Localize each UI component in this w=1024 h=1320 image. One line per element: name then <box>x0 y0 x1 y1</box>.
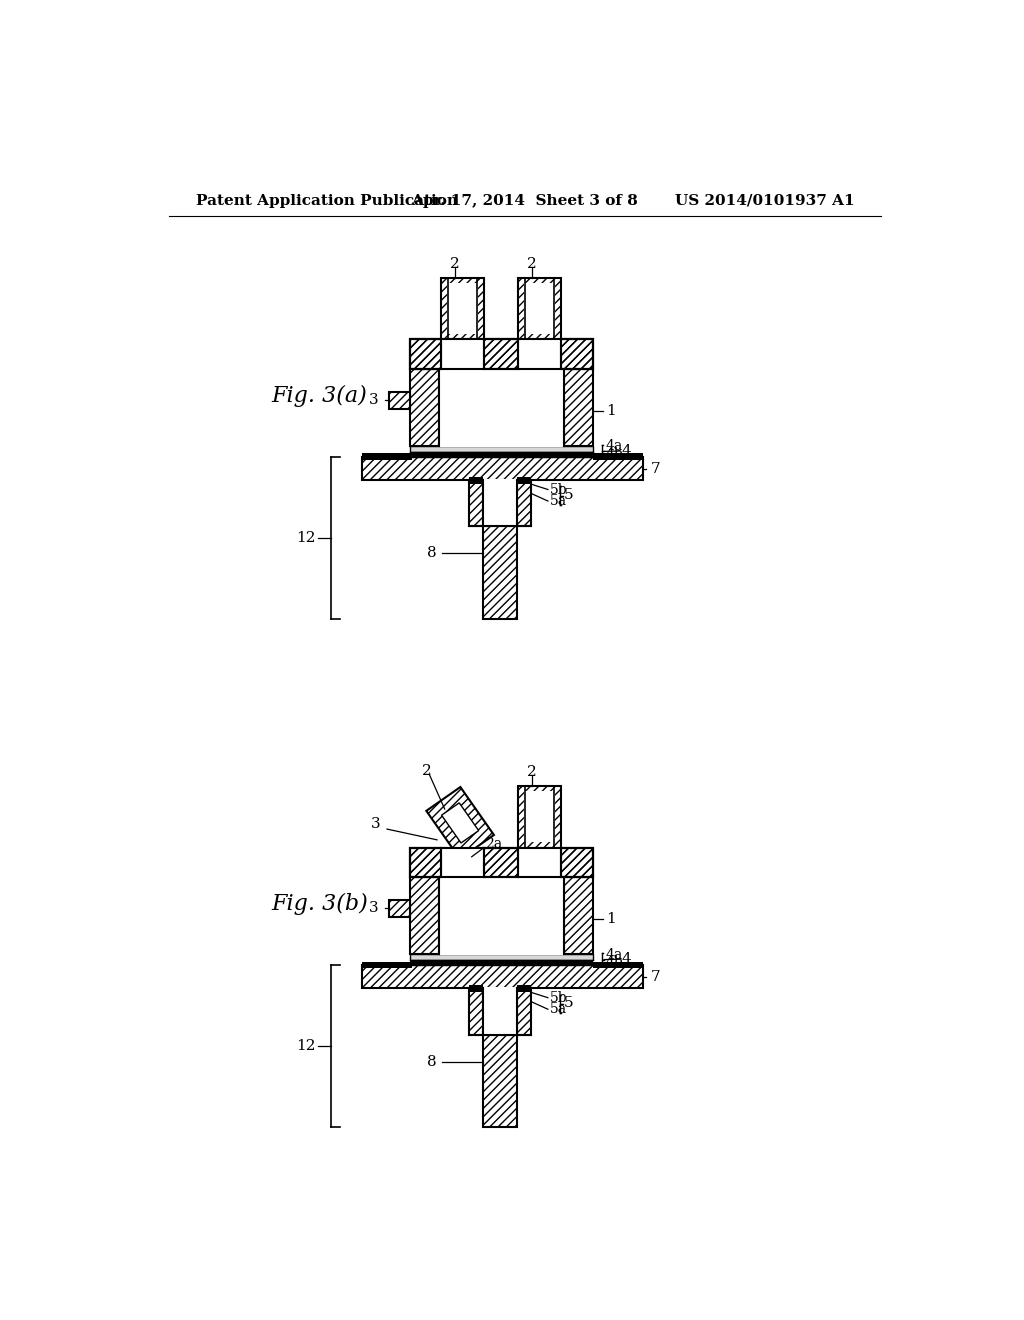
Bar <box>483 527 517 619</box>
Bar <box>410 339 593 368</box>
Bar <box>361 961 412 969</box>
Polygon shape <box>426 787 494 859</box>
Polygon shape <box>441 803 478 843</box>
Bar <box>518 785 561 847</box>
Bar <box>518 339 561 368</box>
Bar <box>361 965 643 989</box>
Bar <box>438 368 564 446</box>
Bar <box>524 792 554 841</box>
Text: US 2014/0101937 A1: US 2014/0101937 A1 <box>675 194 854 207</box>
Text: 5: 5 <box>564 997 573 1010</box>
Bar <box>361 453 412 461</box>
Bar <box>469 480 483 527</box>
Text: 2: 2 <box>527 257 537 271</box>
Bar <box>469 989 483 1035</box>
Bar <box>469 478 483 484</box>
Text: 5b: 5b <box>550 483 568 496</box>
Bar <box>483 480 517 527</box>
Bar <box>484 847 518 876</box>
Text: 1: 1 <box>606 404 616 418</box>
Text: 8: 8 <box>427 1055 436 1069</box>
Text: 3: 3 <box>370 393 379 407</box>
Bar <box>484 339 518 368</box>
Bar <box>441 339 484 368</box>
Bar <box>524 284 554 333</box>
Text: 5a: 5a <box>550 1002 567 1016</box>
Bar <box>469 985 483 993</box>
Bar <box>410 960 593 965</box>
Bar <box>438 876 564 954</box>
Bar <box>388 900 410 917</box>
Bar <box>483 989 517 1035</box>
Bar <box>447 284 477 333</box>
Text: 4b: 4b <box>605 447 624 461</box>
Bar <box>441 847 484 876</box>
Bar <box>410 954 593 960</box>
Bar <box>410 847 441 876</box>
Text: 5: 5 <box>564 488 573 502</box>
Text: 2: 2 <box>451 257 460 271</box>
Bar <box>517 985 531 993</box>
Bar <box>564 368 593 446</box>
Bar <box>518 277 561 339</box>
Bar <box>593 961 643 969</box>
Text: 12: 12 <box>296 531 315 545</box>
Bar <box>410 339 593 368</box>
Bar <box>564 876 593 954</box>
Text: 7: 7 <box>650 970 659 983</box>
Bar <box>410 446 593 451</box>
Bar <box>388 392 410 409</box>
Bar <box>518 847 561 876</box>
Bar <box>517 480 531 527</box>
Bar <box>410 339 441 368</box>
Text: 5a: 5a <box>550 494 567 508</box>
Bar <box>361 457 643 480</box>
Text: 2: 2 <box>527 766 537 779</box>
Text: 1: 1 <box>606 912 616 927</box>
Bar <box>441 277 484 339</box>
Text: Fig. 3(b): Fig. 3(b) <box>271 892 369 915</box>
Text: 12: 12 <box>296 1039 315 1053</box>
Bar <box>410 847 593 876</box>
Text: 4b: 4b <box>605 956 624 969</box>
Text: Patent Application Publication: Patent Application Publication <box>196 194 458 207</box>
Text: Apr. 17, 2014  Sheet 3 of 8: Apr. 17, 2014 Sheet 3 of 8 <box>412 194 638 207</box>
Text: 2a: 2a <box>485 837 503 850</box>
Text: 4: 4 <box>622 952 632 966</box>
Bar <box>410 451 593 457</box>
Text: 2: 2 <box>422 763 431 777</box>
Bar <box>561 339 593 368</box>
Text: 3: 3 <box>370 902 379 915</box>
Bar <box>483 1035 517 1127</box>
Bar <box>561 847 593 876</box>
Text: 4a: 4a <box>605 948 623 961</box>
Text: 3: 3 <box>371 817 381 832</box>
Bar <box>517 478 531 484</box>
Text: Fig. 3(a): Fig. 3(a) <box>271 384 368 407</box>
Text: 7: 7 <box>650 462 659 475</box>
Text: 4a: 4a <box>605 440 623 453</box>
Bar <box>410 876 438 954</box>
Bar <box>517 989 531 1035</box>
Bar <box>593 453 643 461</box>
Bar <box>410 368 438 446</box>
Text: 5b: 5b <box>550 991 568 1005</box>
Text: 8: 8 <box>427 546 436 561</box>
Text: 4: 4 <box>622 444 632 458</box>
Bar <box>410 847 593 876</box>
